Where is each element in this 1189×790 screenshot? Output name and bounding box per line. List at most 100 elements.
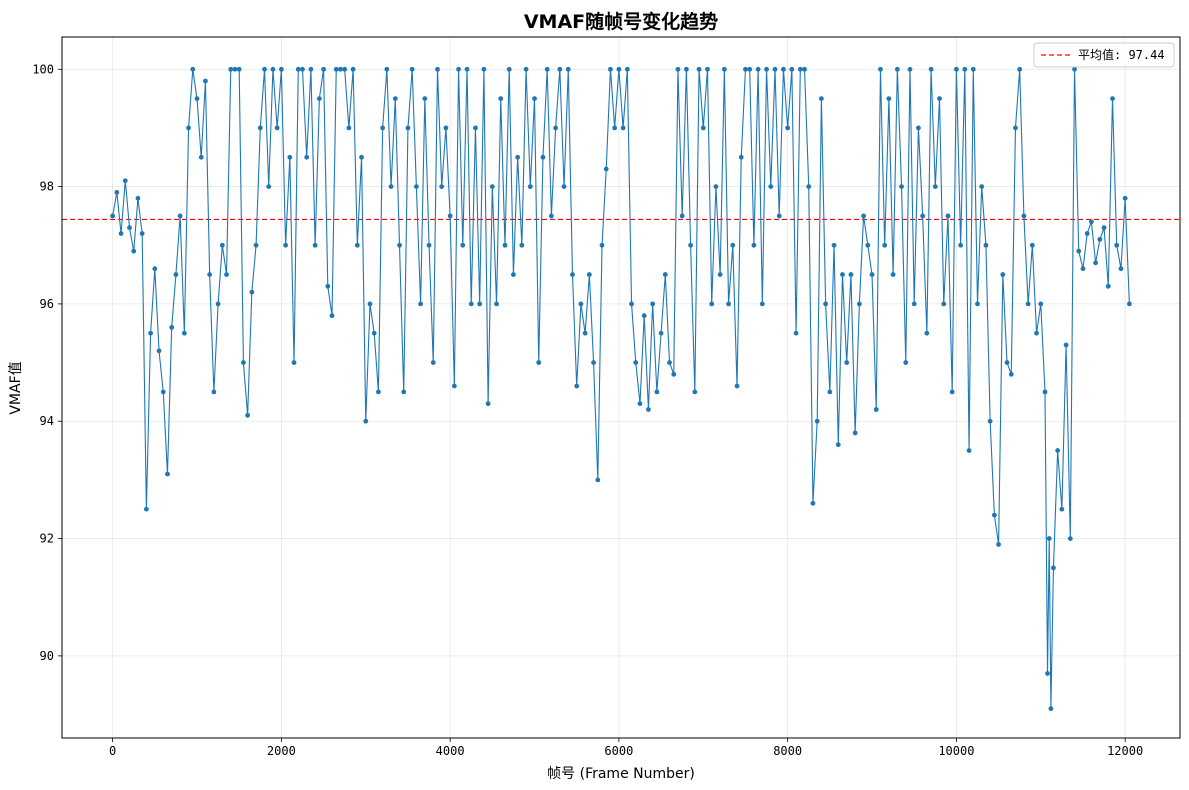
data-point [295, 66, 301, 72]
legend: 平均值: 97.44 [1033, 42, 1175, 68]
data-point [899, 184, 904, 189]
data-point [511, 272, 516, 277]
data-point [747, 66, 753, 72]
data-point [835, 442, 841, 448]
data-point [810, 500, 816, 506]
y-tick-label: 90 [40, 649, 54, 663]
data-point [991, 512, 997, 518]
data-point [236, 66, 242, 72]
data-point [996, 542, 1001, 547]
x-tick-label: 12000 [1107, 744, 1143, 758]
data-point [245, 412, 251, 418]
data-point [392, 96, 398, 101]
data-point [477, 301, 483, 307]
data-point [624, 66, 630, 72]
data-point [878, 66, 883, 72]
data-point [726, 301, 731, 307]
data-point [409, 66, 415, 72]
data-point [1063, 342, 1069, 348]
data-point [612, 125, 618, 131]
data-point [730, 242, 736, 248]
data-point [848, 272, 854, 277]
x-axis-label: 帧号 (Frame Number) [547, 766, 695, 782]
data-point [338, 66, 343, 72]
data-point [831, 242, 837, 248]
data-point [1089, 219, 1094, 225]
data-point [557, 66, 563, 72]
data-point [603, 166, 609, 172]
data-point [1029, 242, 1035, 248]
data-point [852, 430, 858, 436]
data-point [160, 389, 166, 395]
data-point [1008, 371, 1014, 377]
data-point [346, 125, 352, 131]
x-tick-label: 8000 [773, 744, 802, 758]
data-point [426, 242, 432, 248]
data-point [506, 66, 512, 72]
data-point [430, 360, 436, 365]
data-point [873, 407, 879, 412]
data-point [671, 371, 677, 377]
data-point [721, 66, 727, 72]
data-point [772, 66, 778, 72]
data-point [447, 213, 453, 219]
data-point [1017, 66, 1023, 72]
y-tick-label: 94 [40, 414, 54, 428]
data-point [667, 360, 672, 365]
data-point [553, 125, 559, 131]
data-point [1105, 283, 1111, 289]
data-point [401, 389, 407, 395]
data-point [734, 383, 740, 389]
data-point [532, 96, 537, 101]
data-point [683, 66, 689, 72]
data-point [1000, 272, 1006, 277]
series-line [112, 68, 1130, 710]
data-point [751, 242, 757, 248]
data-point [190, 66, 196, 72]
data-point [156, 348, 162, 354]
data-point [359, 154, 364, 160]
data-point [966, 448, 972, 453]
data-point [316, 96, 322, 101]
data-point [527, 184, 533, 189]
data-point [110, 213, 116, 219]
data-point [143, 506, 149, 512]
data-point [591, 360, 596, 365]
data-point [207, 272, 213, 277]
data-point [342, 66, 348, 72]
data-point [1110, 96, 1115, 101]
data-point [456, 66, 461, 72]
data-point [329, 313, 335, 319]
data-point [224, 272, 229, 277]
data-point [987, 418, 993, 424]
data-point [814, 418, 820, 424]
data-point [675, 66, 681, 72]
data-point [759, 301, 765, 307]
y-axis-label: VMAF值 [8, 361, 24, 414]
data-point [443, 125, 449, 131]
data-point [1013, 125, 1018, 131]
data-point [1045, 671, 1050, 676]
data-point [932, 184, 938, 189]
data-point [844, 360, 850, 365]
data-point [970, 66, 976, 72]
x-axis-ticks: 0 2000 4000 6000 8000 10000 12000 [109, 738, 1143, 758]
data-point [1046, 536, 1052, 541]
data-point [662, 272, 668, 277]
data-point [861, 213, 866, 219]
data-point [540, 154, 546, 160]
data-point [1097, 236, 1103, 242]
data-point [789, 66, 795, 72]
data-point [481, 66, 487, 72]
data-point [173, 272, 179, 277]
data-point [181, 330, 187, 336]
data-point [582, 330, 588, 336]
data-point [249, 289, 255, 295]
data-point [709, 301, 715, 307]
data-point [776, 213, 782, 219]
data-point [793, 330, 799, 336]
x-tick-label: 0 [109, 744, 116, 758]
data-point [118, 231, 124, 236]
data-point [937, 96, 942, 101]
data-point [177, 213, 183, 219]
